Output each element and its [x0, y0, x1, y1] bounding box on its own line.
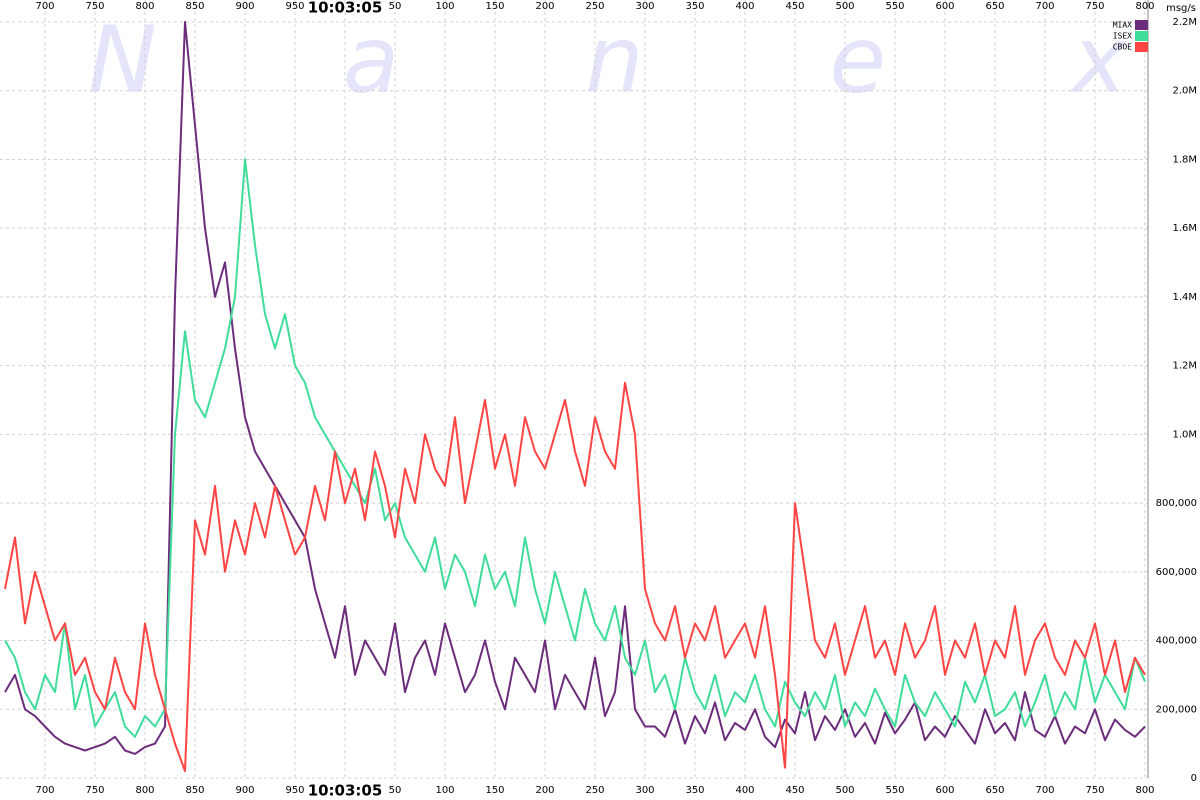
x-tick-label: 550	[885, 785, 904, 796]
x-tick-label: 550	[885, 1, 904, 12]
y-tick-label: 1.8M	[1172, 154, 1197, 165]
x-tick-label: 10:03:05	[308, 0, 383, 17]
x-tick-label: 700	[35, 1, 54, 12]
x-tick-label: 650	[985, 785, 1004, 796]
x-tick-label: 150	[485, 1, 504, 12]
x-tick-label: 300	[635, 785, 654, 796]
x-tick-label: 250	[585, 785, 604, 796]
x-tick-label: 500	[835, 785, 854, 796]
y-tick-label: 1.0M	[1172, 429, 1197, 440]
x-tick-label: 300	[635, 1, 654, 12]
series-line	[4, 381, 1146, 773]
series-line	[4, 21, 1146, 755]
legend-swatch	[1135, 20, 1148, 30]
y-tick-label: 1.6M	[1172, 223, 1197, 234]
x-tick-label: 900	[235, 1, 254, 12]
x-tick-label: 200	[535, 1, 554, 12]
legend-swatch	[1135, 42, 1148, 52]
x-tick-label: 400	[735, 1, 754, 12]
y-tick-label: 800,000	[1156, 498, 1197, 509]
x-tick-label: 450	[785, 1, 804, 12]
x-tick-label: 200	[535, 785, 554, 796]
x-tick-label: 450	[785, 785, 804, 796]
legend-swatch	[1135, 31, 1148, 41]
y-tick-label: 0	[1191, 773, 1197, 784]
y-axis-label: msg/s	[1166, 3, 1196, 14]
y-tick-label: 1.2M	[1172, 361, 1197, 372]
x-tick-label: 250	[585, 1, 604, 12]
y-tick-label: 1.4M	[1172, 292, 1197, 303]
x-tick-label: 50	[389, 1, 402, 12]
x-tick-label: 750	[1085, 785, 1104, 796]
x-tick-label: 950	[285, 785, 304, 796]
y-tick-label: 200,000	[1156, 704, 1197, 715]
x-tick-label: 800	[135, 785, 154, 796]
x-tick-label: 800	[135, 1, 154, 12]
x-tick-label: 750	[1085, 1, 1104, 12]
x-tick-label: 350	[685, 785, 704, 796]
y-tick-label: 400,000	[1156, 636, 1197, 647]
y-tick-label: 600,000	[1156, 567, 1197, 578]
x-tick-label: 100	[435, 1, 454, 12]
x-tick-label: 900	[235, 785, 254, 796]
x-tick-label: 150	[485, 785, 504, 796]
x-tick-label: 600	[935, 785, 954, 796]
y-tick-label: 2.2M	[1172, 17, 1197, 28]
x-tick-label: 400	[735, 785, 754, 796]
x-tick-label: 350	[685, 1, 704, 12]
x-tick-label: 850	[185, 785, 204, 796]
legend-label: ISEX	[1113, 32, 1132, 41]
x-tick-label: 950	[285, 1, 304, 12]
x-tick-label: 850	[185, 1, 204, 12]
x-tick-label: 10:03:05	[308, 782, 383, 800]
watermark: Nanex	[88, 6, 1200, 113]
y-tick-label: 2.0M	[1172, 86, 1197, 97]
x-tick-label: 500	[835, 1, 854, 12]
legend-label: MIAX	[1113, 21, 1132, 30]
x-tick-label: 650	[985, 1, 1004, 12]
series-line	[4, 158, 1146, 738]
x-tick-label: 700	[35, 785, 54, 796]
x-tick-label: 100	[435, 785, 454, 796]
x-tick-label: 800	[1135, 785, 1154, 796]
x-tick-label: 750	[85, 785, 104, 796]
x-tick-label: 600	[935, 1, 954, 12]
x-tick-label: 750	[85, 1, 104, 12]
x-tick-label: 50	[389, 785, 402, 796]
x-tick-label: 700	[1035, 785, 1054, 796]
legend-label: CBOE	[1113, 43, 1132, 52]
x-tick-label: 700	[1035, 1, 1054, 12]
x-tick-label: 800	[1135, 1, 1154, 12]
